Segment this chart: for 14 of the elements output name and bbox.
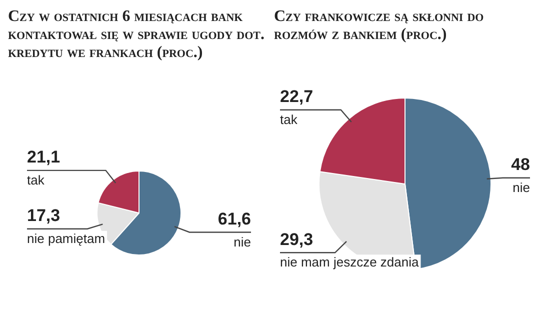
slice-label: nie pamiętam [27,230,106,246]
chart-title: Czy frankowicze są skłonni do rozmów z bankiem (proc.) [274,8,485,45]
data-label: 22,7 [280,87,314,106]
data-label: 17,3 [27,206,60,226]
data-label: 48 [511,155,530,174]
slice-label: nie [234,234,251,250]
data-label: 61,6 [218,209,251,228]
slice-label: tak [280,112,298,127]
data-label: 21,1 [27,148,60,167]
slice-label: tak [27,172,45,188]
slice-label: nie [512,180,530,195]
chart-title: Czy w ostatnich 6 miesiącach bank kontaktował się w sprawie ugody dot. kredytu we frankach (proc.) [8,8,266,63]
slice-label: nie mam jeszcze zdania [280,254,420,270]
data-label: 29,3 [280,230,314,249]
